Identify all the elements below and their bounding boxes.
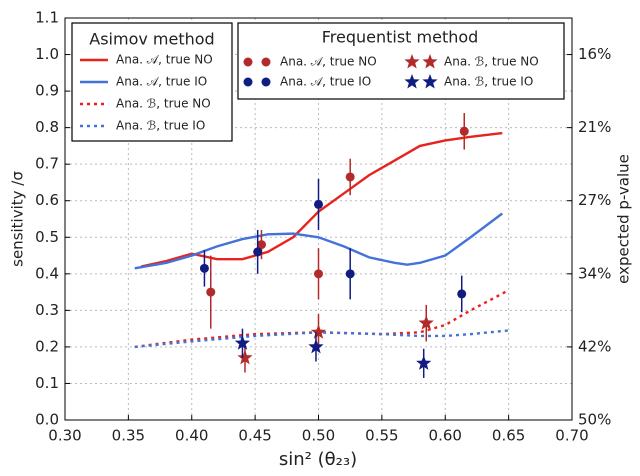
circle-marker: [206, 287, 216, 297]
circle-marker: [457, 289, 467, 299]
legend-box: [237, 22, 565, 100]
y2-axis-label: expected p-value: [615, 154, 633, 284]
legend-label: Ana. ℬ, true IO: [116, 119, 205, 133]
circle-marker: [345, 269, 355, 279]
x-tick-label: 0.35: [112, 427, 145, 445]
plot-frame: [64, 17, 573, 421]
legend-marker: [261, 57, 271, 67]
y-tick-label: 0.2: [35, 337, 59, 355]
star-marker: [237, 349, 253, 365]
y-tick-label: 0.0: [35, 411, 59, 429]
legend-title: Asimov method: [89, 30, 214, 49]
star-marker: [308, 338, 324, 354]
star-marker: [234, 335, 251, 350]
legend-label: Ana. 𝒜, true NO: [116, 53, 213, 67]
circle-marker: [314, 199, 323, 209]
legend-label: Ana. 𝒜, true IO: [280, 75, 371, 89]
x-tick-label: 0.65: [492, 427, 525, 445]
x-tick-label: 0.70: [555, 427, 588, 445]
legend-marker: [243, 57, 253, 67]
legend-marker: [422, 74, 438, 89]
legend-marker: [261, 77, 271, 87]
legend-marker: [404, 54, 420, 69]
legend-label: Ana. ℬ, true NO: [444, 55, 539, 69]
y-tick-label: 0.6: [35, 191, 59, 209]
y-tick-label: 1.0: [35, 45, 59, 63]
star-marker: [416, 355, 432, 370]
x-axis-label: sin² (θ₂₃): [279, 449, 357, 470]
x-tick-label: 0.30: [48, 427, 81, 445]
legend-title: Frequentist method: [322, 28, 479, 47]
x-tick-label: 0.60: [429, 427, 462, 445]
legend-label: Ana. ℬ, true NO: [116, 97, 211, 111]
circle-marker: [253, 247, 263, 257]
legend-label: Ana. 𝒜, true IO: [116, 75, 207, 89]
star-marker: [418, 315, 434, 330]
y-tick-label: 0.3: [35, 301, 59, 319]
y-tick-label: 0.4: [35, 264, 59, 282]
x-tick-label: 0.55: [365, 427, 398, 445]
y2-tick-label: 21%: [578, 118, 611, 136]
line: [134, 289, 510, 349]
y2-tick-label: 27%: [578, 191, 611, 209]
line: [134, 329, 509, 349]
circle-marker: [256, 240, 266, 250]
y-tick-label: 0.8: [35, 118, 59, 136]
y2-tick-label: 34%: [578, 264, 611, 282]
y-tick-label: 0.1: [35, 374, 59, 392]
y-tick-label: 0.7: [35, 155, 59, 173]
circle-marker: [314, 269, 323, 279]
y2-tick-label: 16%: [578, 45, 611, 63]
x-tick-label: 0.45: [238, 427, 271, 445]
x-tick-label: 0.40: [175, 427, 208, 445]
y-tick-label: 0.5: [35, 228, 59, 246]
line: [140, 131, 503, 268]
circle-marker: [345, 172, 355, 182]
legend-marker: [422, 54, 438, 69]
y2-tick-label: 42%: [578, 337, 611, 355]
star-marker: [310, 324, 327, 339]
circle-marker: [199, 263, 209, 273]
y2-tick-label: 50%: [578, 411, 611, 429]
legend-marker: [404, 74, 420, 89]
legend-label: Ana. 𝒜, true NO: [280, 55, 377, 69]
circle-marker: [459, 126, 469, 136]
x-tick-label: 0.50: [302, 427, 335, 445]
legend-label: Ana. ℬ, true IO: [444, 75, 533, 89]
legend-marker: [243, 77, 253, 87]
y-tick-label: 1.1: [35, 9, 59, 27]
y-tick-label: 0.9: [35, 82, 59, 100]
y-axis-label: sensitivity /σ: [9, 171, 27, 267]
